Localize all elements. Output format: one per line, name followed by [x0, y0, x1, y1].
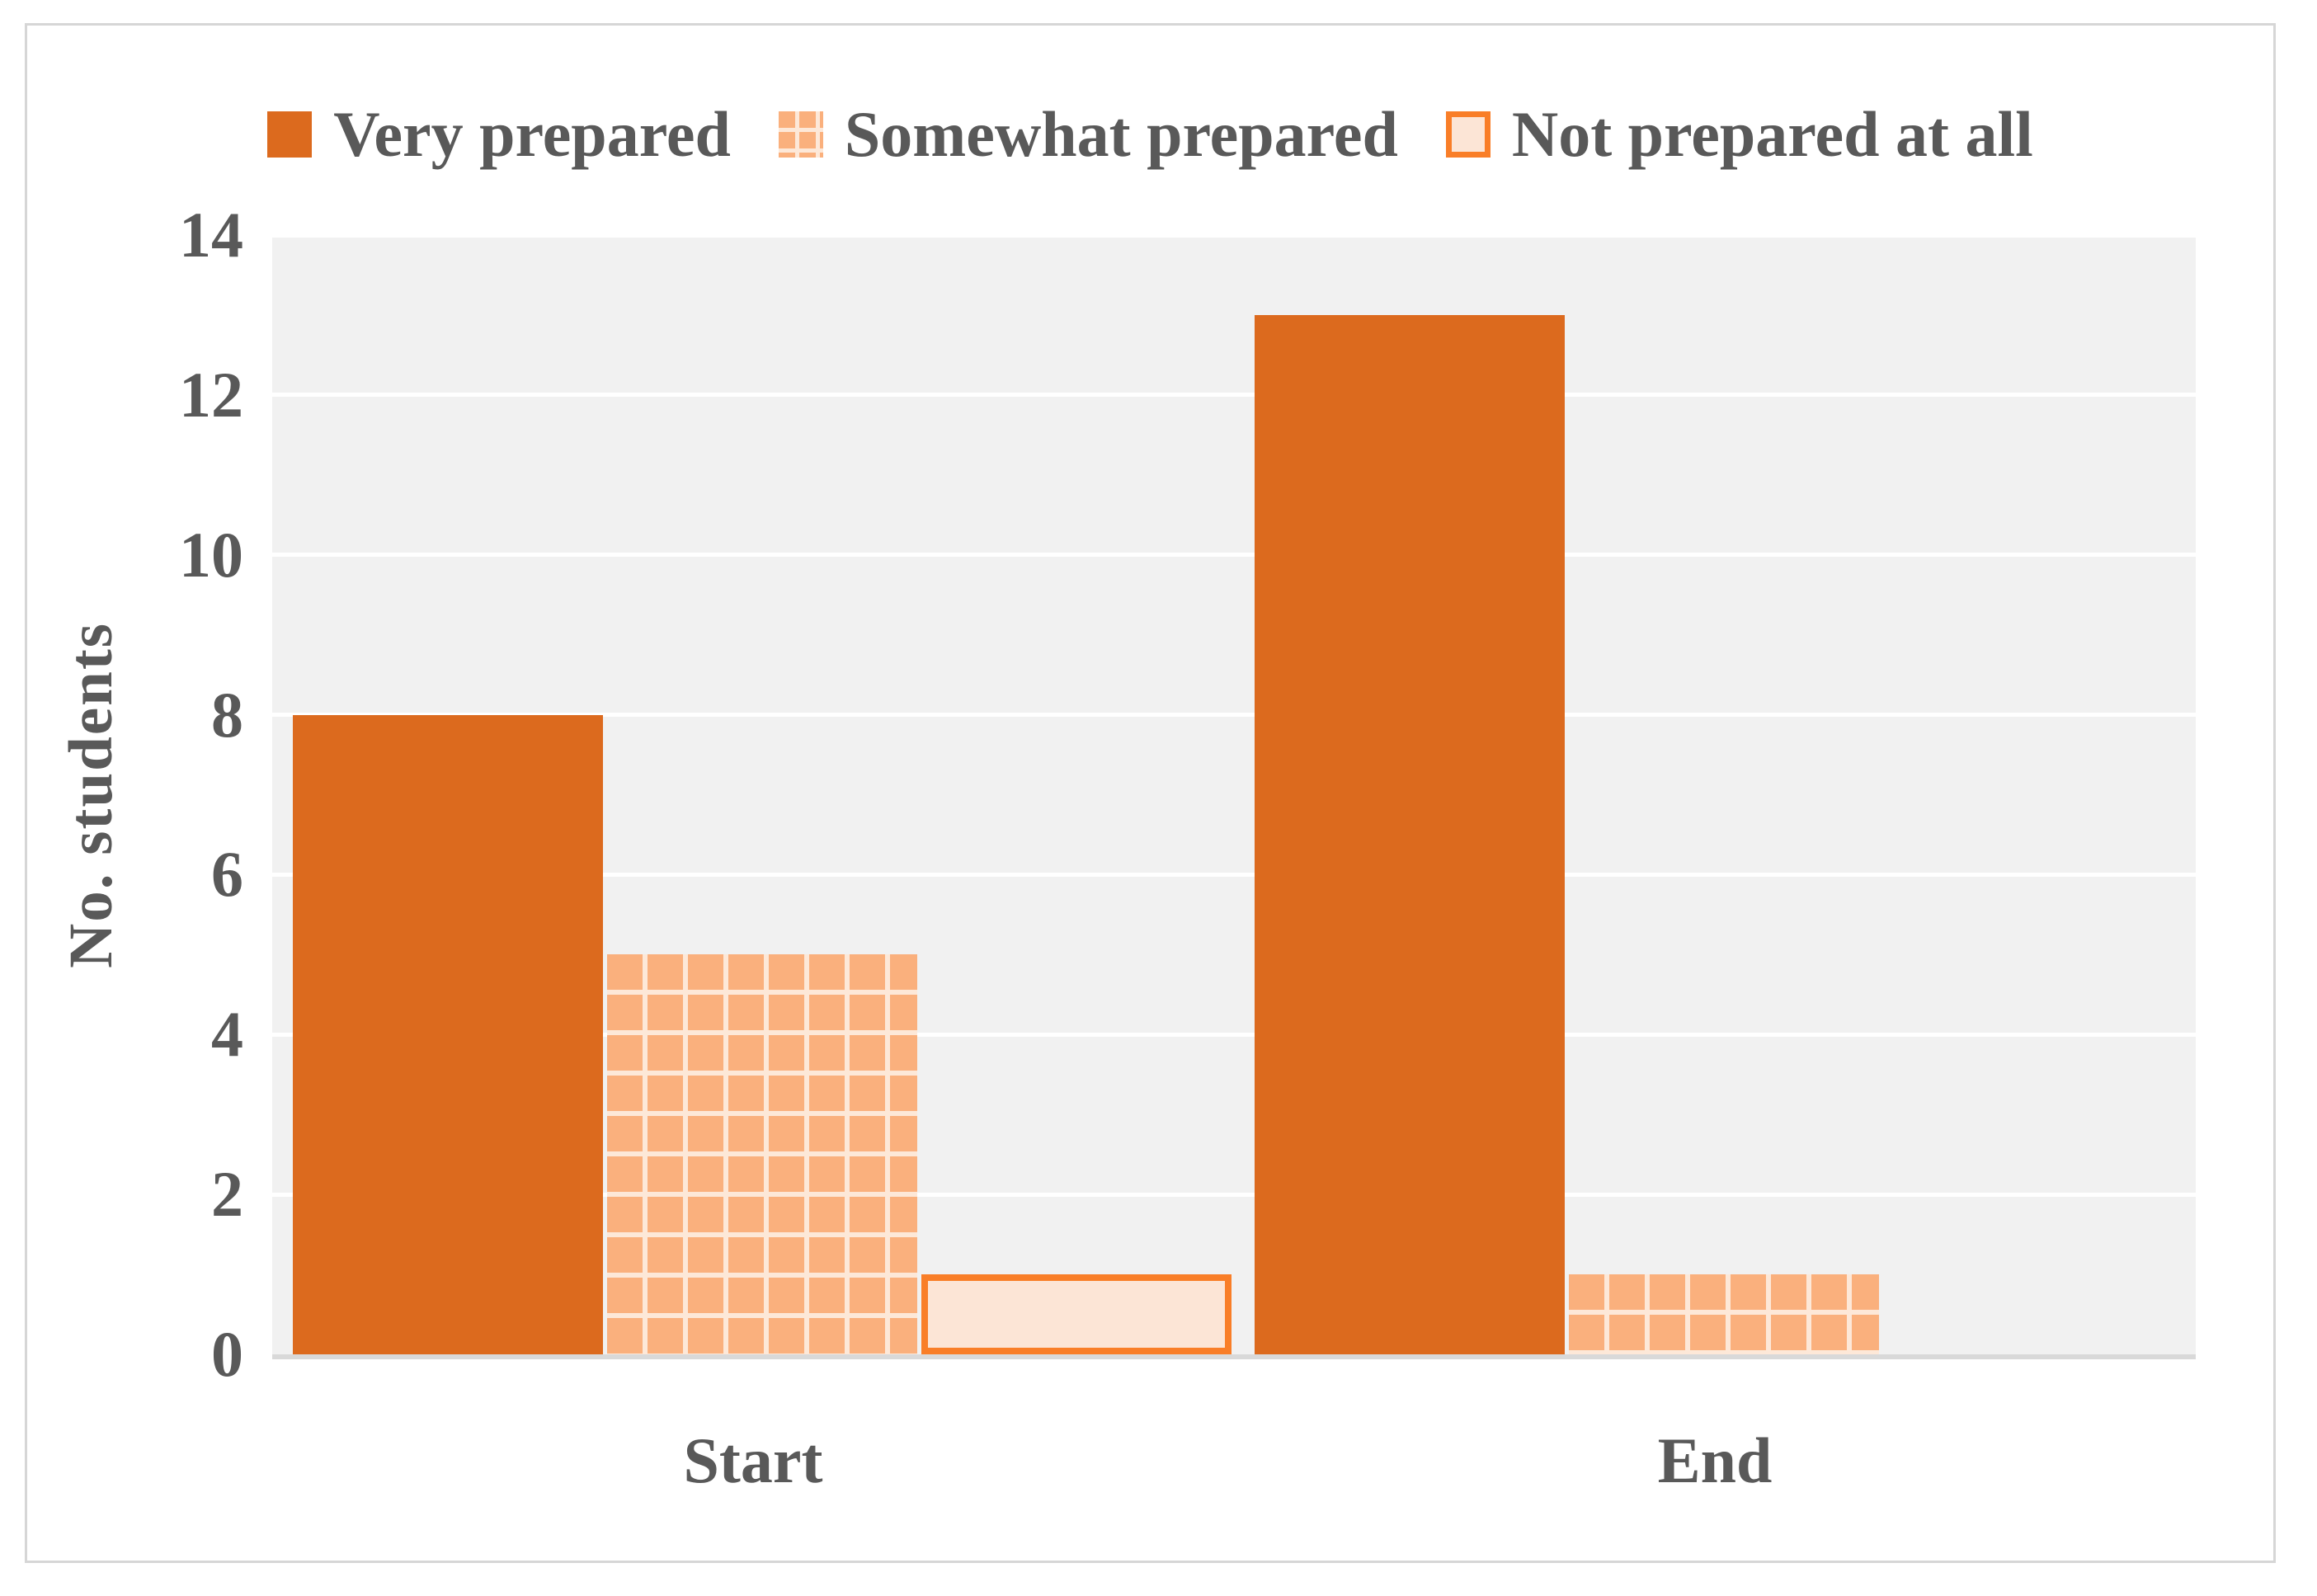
y-tick-label-14: 14 [179, 199, 243, 271]
bar-groups [272, 235, 2196, 1354]
x-axis-label-start: Start [683, 1424, 823, 1496]
legend-swatch-solid-icon [267, 111, 313, 158]
legend-item-not-prepared-at-all: Not prepared at all [1445, 98, 2033, 170]
bar-group-start [272, 235, 1234, 1354]
bar-somewhat-prepared-end [1569, 1274, 1879, 1354]
y-tick-label-10: 10 [179, 518, 243, 591]
y-tick-label-8: 8 [211, 678, 243, 751]
legend-label: Somewhat prepared [844, 98, 1398, 170]
legend-item-somewhat-prepared: Somewhat prepared [778, 98, 1398, 170]
x-axis-label-end: End [1657, 1424, 1773, 1496]
legend-label: Very prepared [333, 98, 731, 170]
y-tick-label-12: 12 [179, 358, 243, 431]
bar-somewhat-prepared-start [607, 954, 917, 1354]
chart-legend: Very prepared Somewhat prepared Not prepar… [27, 95, 2273, 174]
legend-swatch-checker-icon [778, 111, 823, 158]
bar-group-end [1234, 235, 2196, 1354]
bar-very-prepared-start [293, 715, 603, 1354]
legend-label: Not prepared at all [1511, 98, 2033, 170]
bar-not-prepared-at-all-start [921, 1274, 1231, 1354]
bar-very-prepared-end [1255, 315, 1565, 1354]
legend-swatch-outline-icon [1445, 111, 1491, 158]
chart-frame: Very prepared Somewhat prepared Not prepar… [25, 23, 2276, 1563]
gridline-2 [272, 1192, 2196, 1197]
y-tick-label-0: 0 [211, 1318, 243, 1390]
y-tick-label-2: 2 [211, 1158, 243, 1231]
gridline-4 [272, 1032, 2196, 1037]
gridline-6 [272, 872, 2196, 877]
gridline-10 [272, 553, 2196, 558]
legend-item-very-prepared: Very prepared [267, 102, 731, 167]
y-tick-label-6: 6 [211, 838, 243, 911]
gridline-12 [272, 393, 2196, 398]
y-tick-label-4: 4 [211, 998, 243, 1071]
gridline-8 [272, 713, 2196, 718]
gridline-14 [272, 233, 2196, 238]
x-axis-labels: Start End [272, 1421, 2196, 1500]
plot-area [272, 233, 2196, 1359]
y-axis-ticks: 0 2 4 6 8 10 12 14 [27, 199, 243, 1390]
